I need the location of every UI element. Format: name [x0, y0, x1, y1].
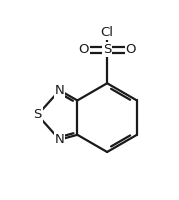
Text: Cl: Cl — [101, 26, 114, 39]
Text: N: N — [55, 133, 64, 146]
Text: S: S — [103, 43, 111, 56]
Text: O: O — [78, 43, 89, 56]
Text: S: S — [33, 108, 42, 121]
Text: N: N — [55, 84, 64, 97]
Text: O: O — [126, 43, 136, 56]
